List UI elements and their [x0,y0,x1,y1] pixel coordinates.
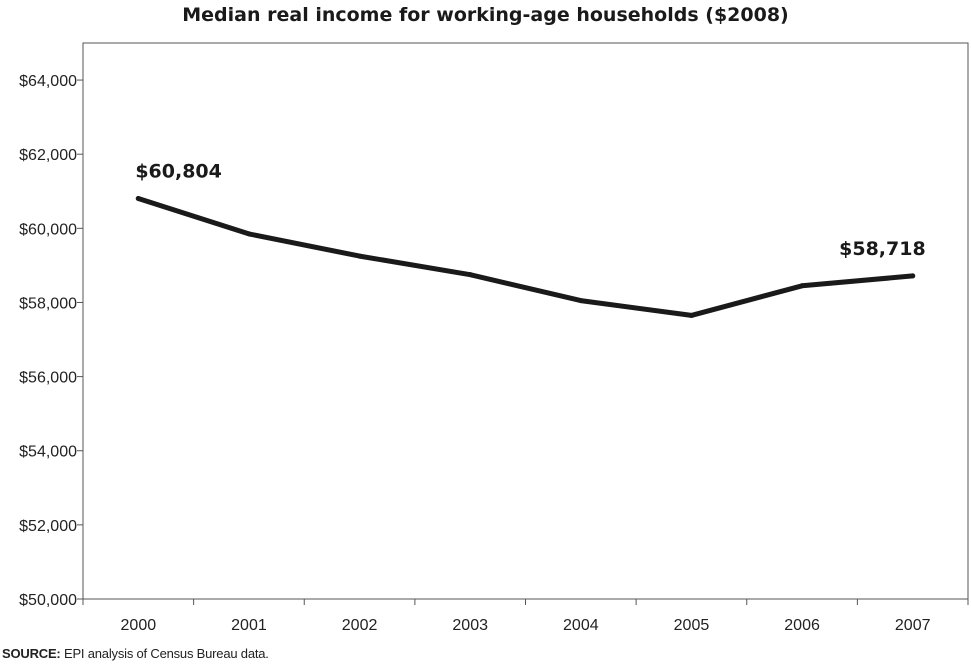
y-tick-label: $62,000 [19,147,77,164]
plot-border [82,42,969,600]
annotation-layer: $60,804 $58,718 [135,161,925,260]
data-point [578,298,584,304]
source-note: SOURCE: EPI analysis of Census Bureau da… [2,646,269,661]
y-tick-label: $64,000 [19,73,77,90]
y-axis: $50,000 $52,000 $54,000 $56,000 $58,000 $60,0… [19,73,83,609]
data-point [799,283,805,289]
x-tick-label: 2005 [674,617,710,634]
chart-title: Median real income for working-age house… [182,4,789,26]
x-tick-label: 2007 [895,617,931,634]
x-tick-label: 2002 [342,617,378,634]
x-tick-label: 2004 [563,617,599,634]
x-tick-label: 2001 [231,617,267,634]
y-tick-label: $54,000 [19,444,77,461]
y-tick-label: $60,000 [19,221,77,238]
plot-frame [82,42,969,600]
x-tick-label: 2006 [784,617,820,634]
source-text: EPI analysis of Census Bureau data. [63,646,269,661]
x-tick-label: 2000 [121,617,157,634]
data-point [357,253,363,259]
data-point [467,272,473,278]
data-label: $58,718 [839,238,926,260]
data-point [910,273,916,279]
data-point [135,196,141,202]
x-axis: 2000 2001 2002 2003 2004 2005 2006 2007 [82,599,969,634]
series-line [135,196,916,318]
data-label: $60,804 [135,161,222,183]
series-layer [135,196,916,318]
data-point [688,312,694,318]
source-label: SOURCE: [2,646,61,661]
x-tick-label: 2003 [452,617,488,634]
data-point [246,231,252,237]
y-tick-label: $52,000 [19,518,77,535]
y-tick-label: $58,000 [19,295,77,312]
y-tick-label: $56,000 [19,370,77,387]
y-tick-label: $50,000 [19,592,77,609]
